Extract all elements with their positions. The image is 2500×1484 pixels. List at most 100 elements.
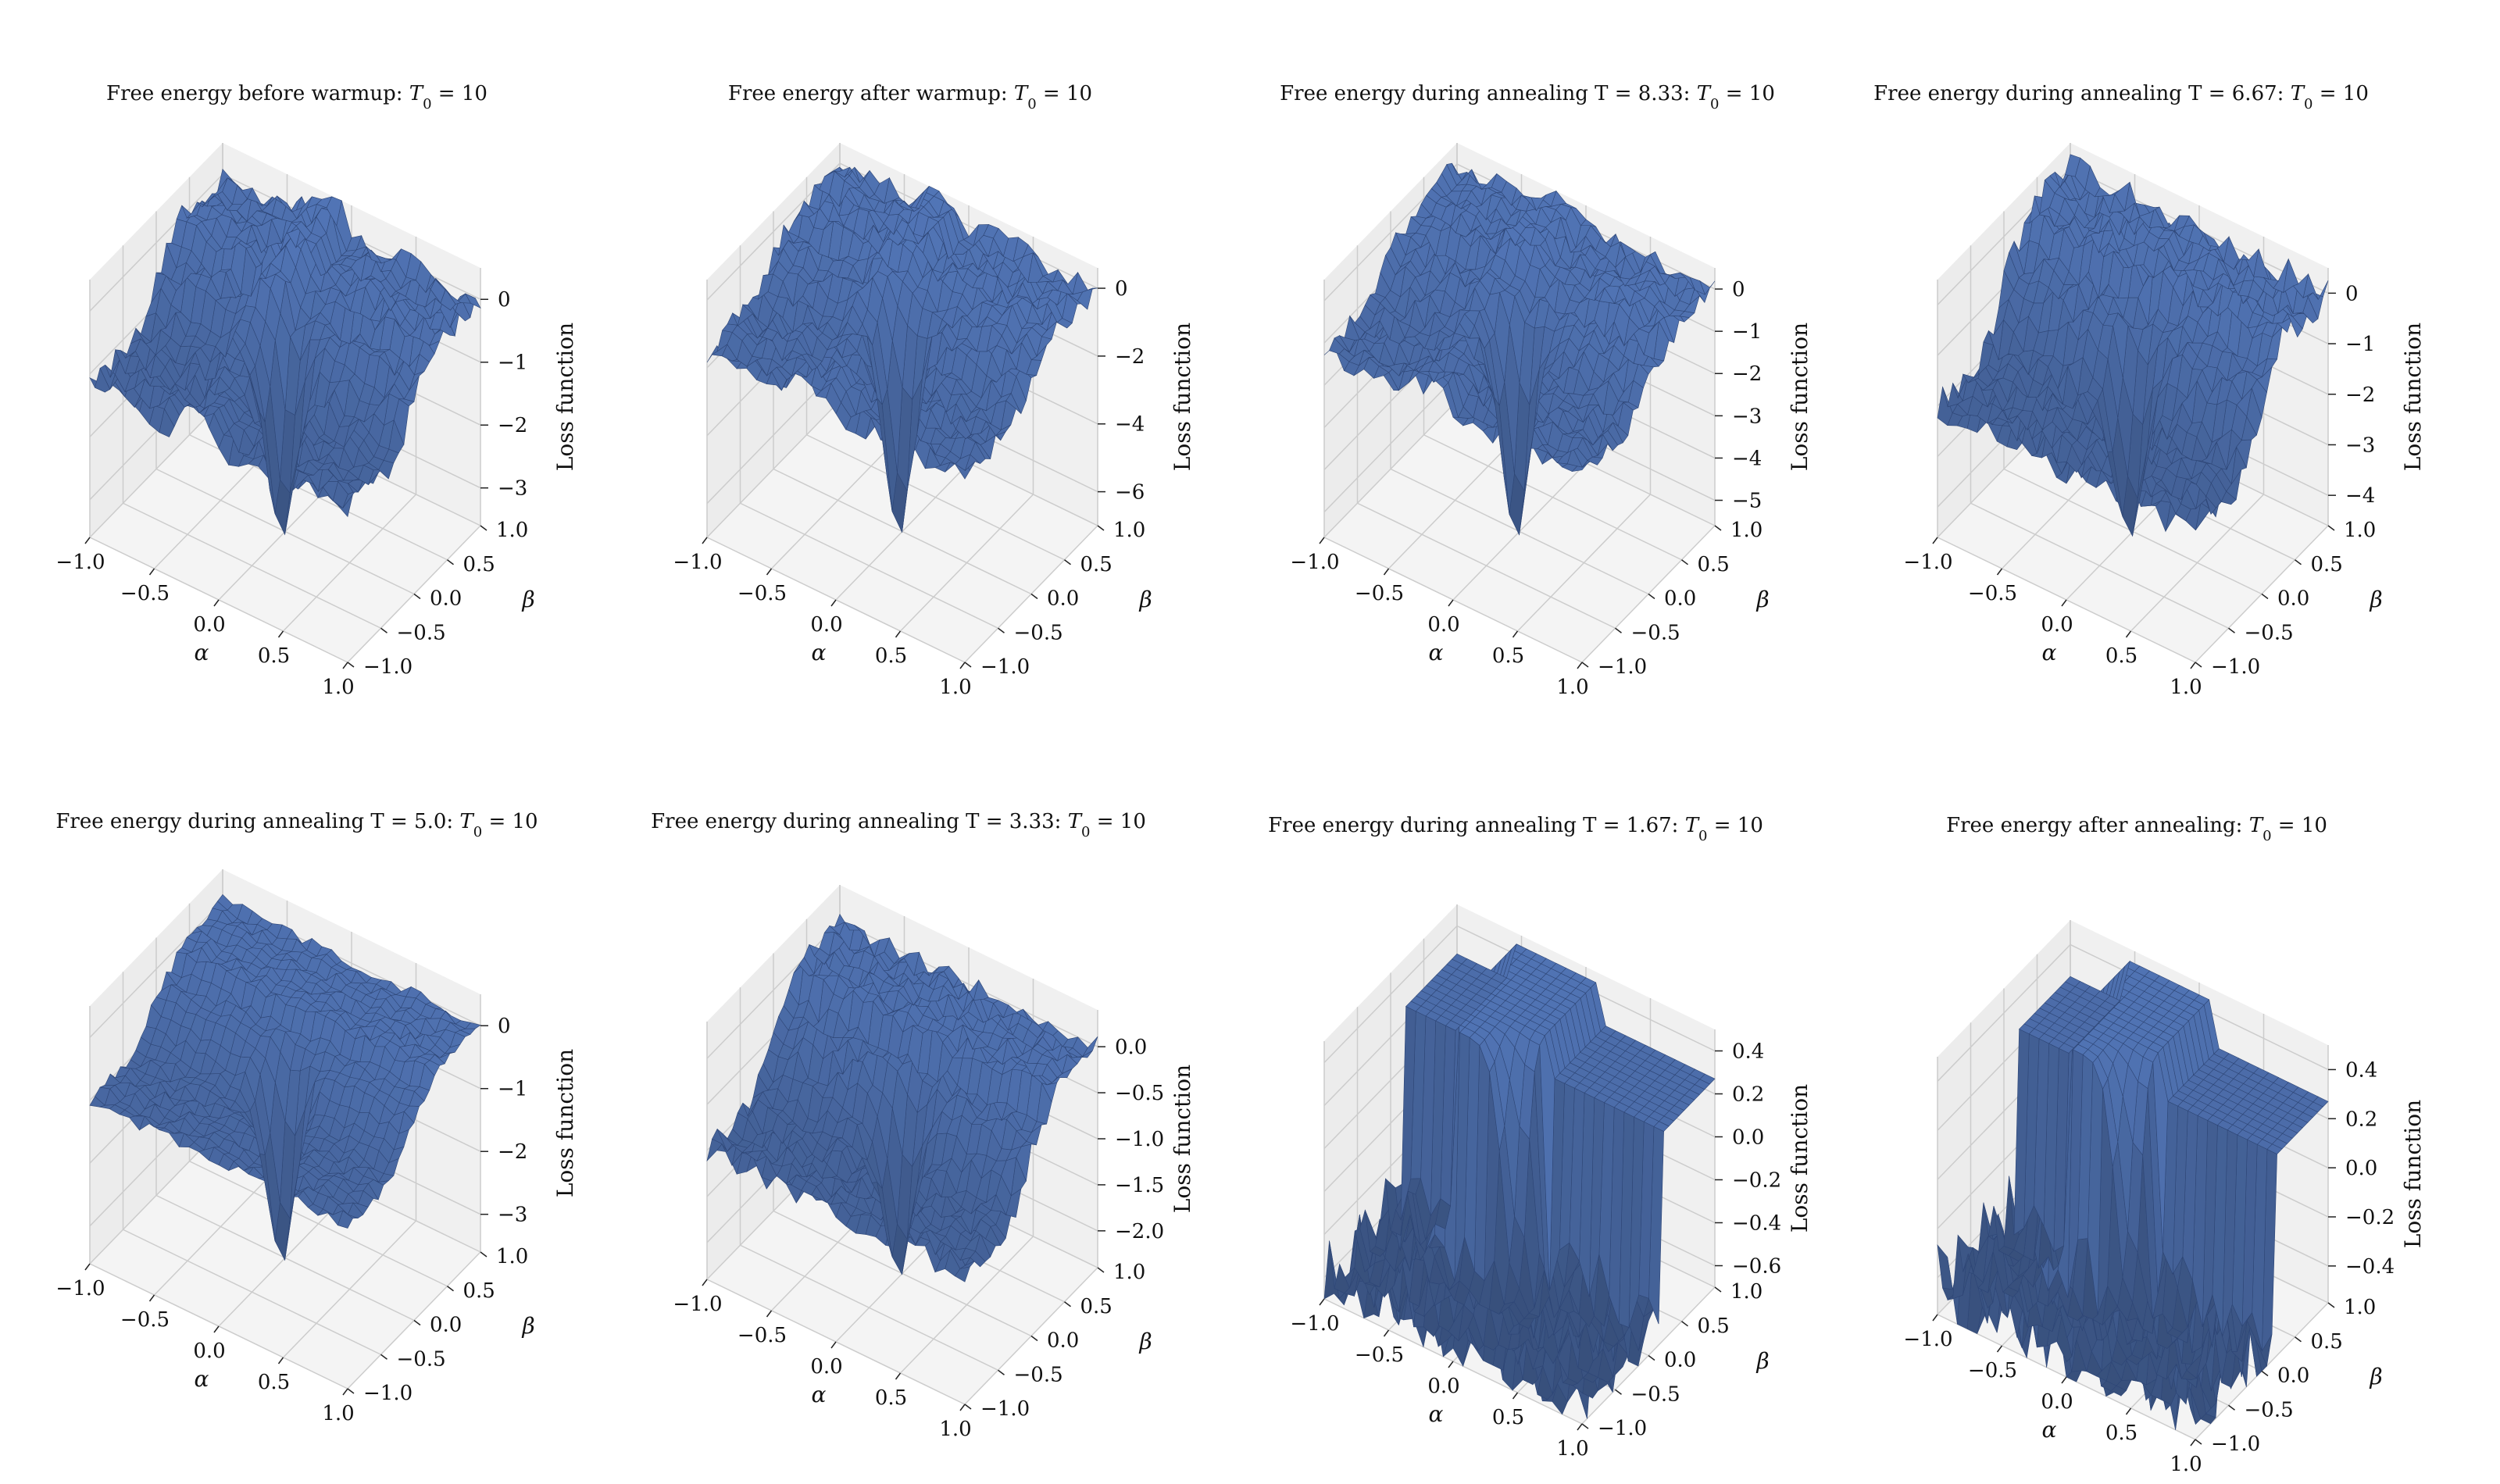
x-tick-mark xyxy=(1512,630,1519,638)
z-tick-label: −4 xyxy=(2345,484,2375,508)
y-tick-mark xyxy=(1064,559,1071,565)
y-tick-mark xyxy=(480,525,488,531)
y-axis-label: β xyxy=(522,1313,535,1339)
x-axis-label: α xyxy=(195,1366,209,1392)
subplot-title: Free energy during annealing T = 6.67: T… xyxy=(1873,82,2369,112)
x-tick-label: 1.0 xyxy=(322,1402,354,1425)
z-tick-label: −1 xyxy=(498,351,527,375)
y-tick-label: 0.0 xyxy=(2277,587,2309,611)
x-tick-mark xyxy=(277,630,284,638)
subplot-4: Free energy during annealing T = 6.67: T… xyxy=(1873,82,2426,699)
x-axis-label: α xyxy=(812,640,827,665)
x-tick-mark xyxy=(1448,599,1454,607)
x-tick-mark xyxy=(702,537,708,544)
grid-line xyxy=(222,173,481,300)
z-tick-label: 0 xyxy=(1115,277,1128,301)
y-tick-label: 0.0 xyxy=(1047,1329,1079,1353)
y-tick-label: 0.5 xyxy=(2311,553,2343,576)
x-tick-label: 0.5 xyxy=(1492,644,1524,668)
y-tick-label: 0.0 xyxy=(1047,587,1079,611)
y-tick-label: 0.0 xyxy=(1664,587,1696,611)
z-tick-label: −2 xyxy=(1732,362,1762,386)
subplot-2: Free energy after warmup: T0 = 10−1.0−0.… xyxy=(673,82,1195,699)
y-tick-label: −1.0 xyxy=(1598,655,1647,679)
z-tick-label: −1.0 xyxy=(1115,1128,1164,1151)
x-tick-mark xyxy=(830,599,837,607)
grid-line xyxy=(89,173,223,312)
y-axis-label: β xyxy=(1139,1329,1152,1354)
x-tick-label: 0.0 xyxy=(2041,613,2073,637)
y-tick-mark xyxy=(1615,627,1622,633)
y-tick-mark xyxy=(1097,1267,1105,1273)
z-tick-label: 0 xyxy=(498,288,511,312)
x-tick-mark xyxy=(959,662,966,669)
y-tick-label: −1.0 xyxy=(2211,655,2260,679)
grid-line xyxy=(806,434,1065,561)
z-axis-label: Loss function xyxy=(2400,323,2426,471)
z-axis-label: Loss function xyxy=(1170,1065,1195,1213)
y-tick-label: 0.5 xyxy=(1080,1295,1112,1318)
y-tick-label: 1.0 xyxy=(1113,1261,1145,1284)
z-tick-label: −1.5 xyxy=(1115,1174,1164,1197)
x-axis-label: α xyxy=(2042,640,2057,665)
x-tick-mark xyxy=(277,1357,284,1364)
x-tick-mark xyxy=(766,1310,773,1318)
x-tick-label: −1.0 xyxy=(673,1293,722,1316)
y-tick-mark xyxy=(964,662,972,668)
y-tick-mark xyxy=(2228,627,2235,633)
x-tick-label: 0.0 xyxy=(193,1340,225,1363)
x-tick-mark xyxy=(148,1294,155,1302)
z-tick-label: −3 xyxy=(1732,405,1762,428)
y-axis-label: β xyxy=(522,587,535,612)
y-tick-mark xyxy=(1064,1301,1071,1307)
x-tick-mark xyxy=(830,1341,837,1349)
z-tick-label: −2 xyxy=(498,1140,527,1164)
x-tick-label: 0.5 xyxy=(258,644,290,668)
grid-line xyxy=(282,494,417,632)
y-tick-label: 1.0 xyxy=(496,1245,528,1268)
z-tick-label: −0.5 xyxy=(1115,1082,1164,1105)
subplot-5: Free energy during annealing T = 5.0: T0… xyxy=(55,810,578,1425)
z-tick-label: 0 xyxy=(1732,278,1745,301)
z-tick-label: −5 xyxy=(1732,490,1762,513)
y-tick-mark xyxy=(1030,1335,1038,1342)
z-tick-label: −4 xyxy=(1115,413,1145,437)
y-tick-label: −0.5 xyxy=(1014,621,1063,644)
x-tick-mark xyxy=(1932,537,1938,544)
x-tick-label: 0.0 xyxy=(810,1355,842,1379)
z-tick-label: −1 xyxy=(1732,320,1762,344)
z-axis-label: Loss function xyxy=(1170,323,1195,471)
y-tick-mark xyxy=(447,559,454,565)
y-tick-mark xyxy=(2261,593,2269,600)
z-tick-label: −6 xyxy=(1115,481,1145,505)
y-tick-mark xyxy=(1648,593,1655,600)
y-axis-label: β xyxy=(1756,587,1770,612)
x-tick-label: 1.0 xyxy=(2170,676,2202,699)
z-tick-label: −3 xyxy=(498,477,527,501)
y-tick-mark xyxy=(447,1286,454,1292)
z-tick-label: −2 xyxy=(1115,345,1145,369)
grid-line xyxy=(899,494,1034,632)
x-tick-label: 0.5 xyxy=(875,644,907,668)
y-tick-label: 1.0 xyxy=(496,519,528,542)
x-tick-label: 0.0 xyxy=(1427,613,1459,637)
y-tick-label: −1.0 xyxy=(980,1397,1030,1421)
y-tick-mark xyxy=(2327,525,2335,531)
y-tick-mark xyxy=(2195,662,2202,668)
y-tick-mark xyxy=(1714,525,1722,531)
x-tick-label: −0.5 xyxy=(1355,582,1404,605)
x-tick-mark xyxy=(766,568,773,576)
y-tick-mark xyxy=(1581,662,1589,668)
x-tick-mark xyxy=(1383,568,1390,576)
y-tick-mark xyxy=(998,1369,1005,1375)
x-axis-label: α xyxy=(1429,640,1444,665)
x-tick-mark xyxy=(2125,630,2132,638)
x-tick-label: 1.0 xyxy=(1556,676,1588,699)
x-tick-mark xyxy=(895,1372,902,1380)
x-tick-label: −0.5 xyxy=(738,1324,787,1347)
x-tick-label: 1.0 xyxy=(939,676,971,699)
y-tick-label: 1.0 xyxy=(1730,519,1762,542)
y-tick-label: −1.0 xyxy=(363,1382,412,1405)
y-tick-mark xyxy=(347,662,355,668)
y-tick-label: −0.5 xyxy=(397,621,446,644)
